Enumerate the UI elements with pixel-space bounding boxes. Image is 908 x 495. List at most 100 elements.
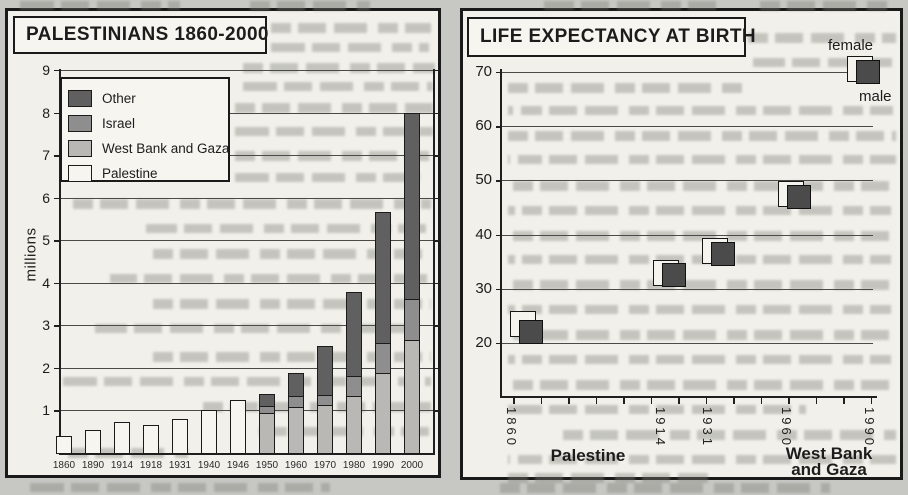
x-axis-line <box>59 453 435 455</box>
bleed-through-text <box>513 181 891 191</box>
bleed-through-text <box>508 355 891 364</box>
y-axis-tick <box>435 197 441 200</box>
bleed-through-text <box>508 305 891 314</box>
bar-segment-palestine <box>230 399 246 454</box>
bar-segment-west-bank-and-gaza <box>317 404 333 454</box>
y-axis-tick-label: 5 <box>42 232 50 249</box>
y-axis-tick-label: 8 <box>42 104 50 121</box>
bleed-through-text <box>250 1 370 11</box>
bar-segment-west-bank-and-gaza <box>375 373 391 454</box>
bleed-through-text <box>30 483 330 492</box>
legend-item: West Bank and Gaza <box>68 136 230 161</box>
gridline <box>60 155 433 157</box>
legend-swatch <box>68 140 92 157</box>
bar-segment-palestine <box>201 409 217 454</box>
y-axis-tick-label: 9 <box>42 62 50 79</box>
bar-segment-other <box>404 112 420 300</box>
y-axis-tick <box>435 112 441 114</box>
y-axis-tick <box>435 155 441 157</box>
x-axis-tick-label: 1980 <box>342 460 366 471</box>
bleed-through-text <box>20 1 180 10</box>
bar-segment-other <box>375 211 391 345</box>
x-axis-year-label: 1931 <box>699 407 715 448</box>
bleed-through-text <box>271 43 429 52</box>
y-axis-tick <box>54 155 60 157</box>
x-axis-decade-tick <box>568 398 570 404</box>
life-expectancy-chart-title-box: LIFE EXPECTANCY AT BIRTH <box>467 17 756 57</box>
bar-segment-west-bank-and-gaza <box>259 413 275 454</box>
bar-segment-palestine <box>56 435 72 454</box>
bleed-through-text <box>153 352 431 362</box>
legend: Other Israel West Bank and Gaza Palestine <box>60 77 230 182</box>
bleed-through-text <box>748 33 896 43</box>
bleed-through-text <box>513 380 891 390</box>
bleed-through-text <box>271 23 431 33</box>
x-axis-year-label: 1860 <box>504 407 519 448</box>
bleed-through-text <box>153 249 423 259</box>
x-axis-decade-tick <box>540 398 543 404</box>
y-axis-tick <box>496 180 502 182</box>
x-axis-tick-label: 1970 <box>313 460 337 471</box>
bleed-through-text <box>153 299 431 309</box>
x-axis-decade-tick <box>843 398 845 404</box>
y-axis-tick-label: 40 <box>475 225 492 243</box>
life-expectancy-chart-panel: LIFE EXPECTANCY AT BIRTH female male Pal… <box>460 8 903 483</box>
legend-item: Palestine <box>68 161 228 186</box>
region-label-palestine: Palestine <box>550 446 626 465</box>
x-axis-tick-label: 1914 <box>110 460 134 471</box>
y-axis-tick <box>435 70 441 72</box>
x-axis-year-label: 1990 <box>861 407 877 448</box>
bleed-through-text <box>508 83 748 93</box>
legend-item-label: Palestine <box>102 166 158 181</box>
bleed-through-text <box>760 1 890 11</box>
gridline <box>502 126 873 128</box>
y-axis-tick-label: 3 <box>42 317 50 334</box>
palestinians-chart-title: PALESTINIANS 1860-2000 <box>26 24 269 45</box>
bleed-through-text <box>563 430 896 440</box>
male-marker <box>519 320 543 345</box>
x-axis-decade-tick <box>870 398 873 404</box>
x-axis-tick-label: 1990 <box>371 460 395 471</box>
x-axis-line <box>500 396 877 398</box>
x-axis-decade-tick <box>760 398 763 404</box>
gridline <box>60 367 433 369</box>
gridline <box>60 325 433 327</box>
x-axis-decade-tick <box>788 398 790 404</box>
legend-item-label: Israel <box>102 116 136 131</box>
gridline <box>60 282 433 284</box>
x-axis-tick-label: 1860 <box>52 460 76 471</box>
bleed-through-text <box>243 82 433 91</box>
y-axis-tick-label: 2 <box>42 359 50 376</box>
legend-item-label: West Bank and Gaza <box>102 141 230 156</box>
bleed-through-text <box>235 173 420 182</box>
gridline <box>60 197 433 199</box>
bleed-through-text <box>253 427 431 436</box>
y-axis-tick <box>435 240 441 242</box>
x-axis-year-label: 1914 <box>652 407 668 448</box>
bar-segment-other <box>288 373 304 398</box>
palestinians-chart-title-box: PALESTINIANS 1860-2000 <box>13 16 269 54</box>
bar-segment-israel <box>317 394 333 406</box>
gridline <box>502 180 873 182</box>
gridline <box>60 70 433 72</box>
bleed-through-text <box>751 58 897 67</box>
gridline <box>502 234 873 236</box>
y-axis-tick-label: 60 <box>475 117 492 135</box>
y-axis-tick <box>54 197 60 200</box>
bleed-through-text <box>508 473 708 483</box>
x-axis-decade-tick <box>678 398 680 404</box>
region-label-line2: and Gaza <box>791 460 867 479</box>
male-marker <box>661 263 686 288</box>
bleed-through-text <box>540 1 720 10</box>
y-axis-tick-label: 6 <box>42 189 50 206</box>
y-axis-tick <box>496 126 502 128</box>
y-axis-tick <box>496 72 502 74</box>
y-axis-tick-label: 70 <box>475 63 492 80</box>
female-series-label: female <box>827 37 873 54</box>
bleed-through-text <box>143 224 431 233</box>
x-axis-decade-tick <box>513 398 515 404</box>
x-axis-decade-tick <box>705 398 708 404</box>
bar-segment-israel <box>404 298 420 342</box>
legend-swatch <box>68 115 92 132</box>
bleed-through-text <box>103 274 431 283</box>
